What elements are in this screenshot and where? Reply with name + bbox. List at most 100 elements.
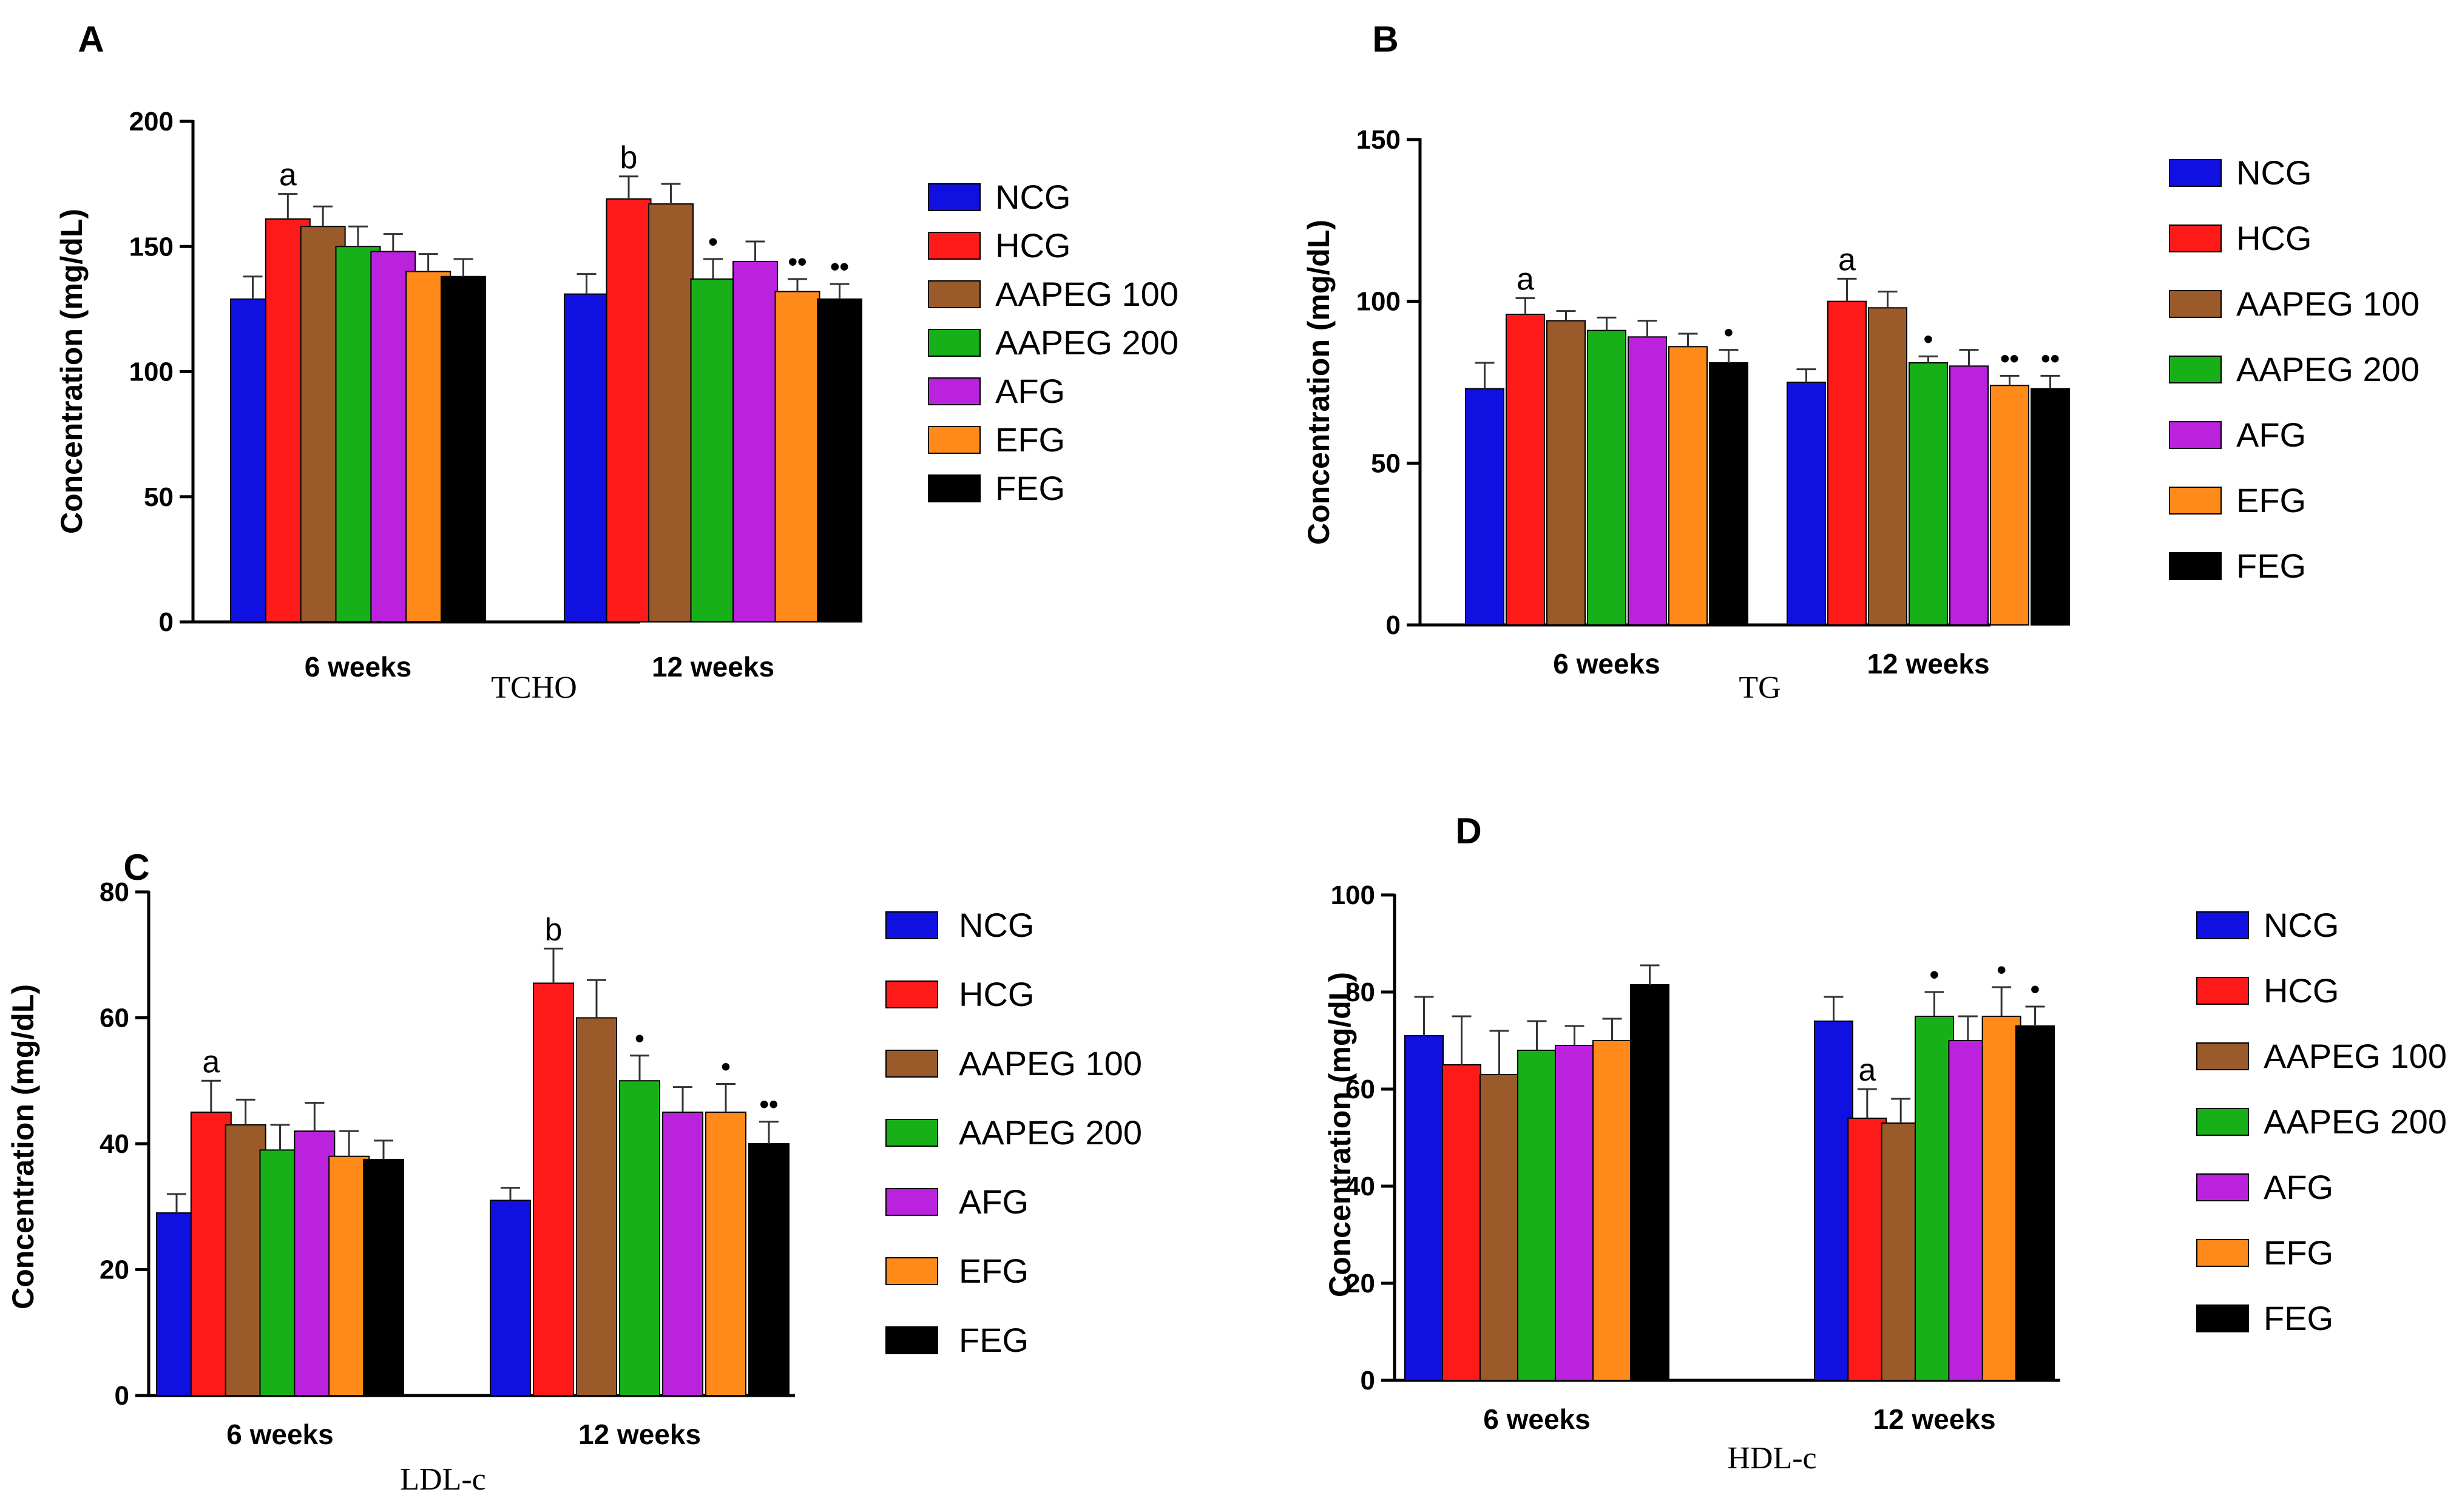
bar (1404, 1035, 1444, 1381)
legend: NCG HCG AAPEG 100 AAPEG 200 AFG EFG FEG (928, 178, 1179, 507)
significance-label: • (2031, 974, 2040, 1004)
legend-label: AAPEG 100 (995, 275, 1179, 313)
legend-swatch (885, 980, 938, 1008)
bar (564, 293, 609, 623)
bar (1909, 362, 1948, 626)
legend-swatch (2169, 159, 2222, 187)
legend-label: AFG (2264, 1168, 2333, 1206)
legend-label: NCG (995, 178, 1070, 216)
significance-label: •• (830, 252, 849, 282)
legend-label: AAPEG 200 (2264, 1102, 2447, 1141)
bar (619, 1080, 660, 1396)
significance-label: • (635, 1024, 644, 1053)
bar (1517, 1050, 1557, 1381)
legend-swatch (2169, 421, 2222, 449)
legend-label: AAPEG 100 (2236, 285, 2420, 323)
legend-label: AAPEG 200 (995, 323, 1179, 362)
legend-swatch (928, 183, 981, 211)
bar (1480, 1074, 1519, 1381)
legend-label: FEG (995, 469, 1065, 507)
legend-label: HCG (2236, 219, 2312, 257)
y-tick-label: 60 (1345, 1075, 1375, 1104)
bar (225, 1124, 266, 1396)
legend-swatch (2169, 552, 2222, 580)
bar (732, 261, 778, 623)
significance-label: •• (2041, 343, 2060, 373)
chart-title: TG (1739, 670, 1781, 705)
legend-swatch (2196, 1304, 2249, 1332)
legend-label: HCG (959, 975, 1034, 1013)
bar (705, 1112, 746, 1396)
chart-panel-a: A 0 50 100 150 200 Concentration (mg/dL) a 6 wee… (55, 19, 1179, 705)
legend-label: NCG (959, 906, 1034, 944)
legend-label: EFG (2264, 1234, 2333, 1272)
chart-panel-b: B 0 50 100 150 Concentration (mg/dL) a • 6 weeks… (1302, 19, 2420, 705)
significance-label: a (279, 158, 297, 193)
panel-letter: B (1372, 19, 1398, 59)
legend-swatch (2169, 487, 2222, 515)
significance-label: a (1838, 242, 1856, 277)
bar (1546, 320, 1586, 626)
x-tick-label: 6 weeks (305, 651, 411, 683)
bar (1915, 1016, 1954, 1381)
legend-swatch (2169, 290, 2222, 318)
x-tick-label: 6 weeks (1553, 648, 1660, 680)
bar (1948, 1040, 1988, 1381)
x-tick-label: 6 weeks (1483, 1403, 1590, 1435)
bar (817, 298, 862, 623)
legend-label: FEG (959, 1321, 1029, 1359)
y-axis-title: Concentration (mg/dL) (1323, 972, 1357, 1297)
y-tick-label: 100 (129, 357, 174, 387)
y-tick-label: 150 (129, 232, 174, 262)
bar (1787, 382, 1826, 626)
bar (606, 198, 652, 623)
legend-swatch (928, 426, 981, 454)
bar (1628, 336, 1667, 626)
chart-title: HDL-c (1727, 1441, 1816, 1476)
y-tick-label: 0 (1361, 1366, 1375, 1396)
legend-label: NCG (2264, 906, 2339, 944)
legend-swatch (928, 232, 981, 260)
significance-label: b (620, 140, 638, 175)
significance-label: • (1724, 318, 1733, 348)
bar (690, 278, 736, 623)
bar (190, 1112, 232, 1396)
bar (1814, 1021, 1853, 1381)
legend-swatch (2169, 356, 2222, 383)
bar (490, 1200, 531, 1396)
bar (648, 203, 694, 623)
bar (259, 1149, 301, 1396)
bar (1881, 1122, 1921, 1381)
legend-label: NCG (2236, 154, 2312, 192)
chart-panel-c: C 0 20 40 60 80 Concentration (mg/dL) a 6 weeks b… (6, 847, 1142, 1497)
bar (1555, 1045, 1594, 1381)
chart-title: LDL-c (400, 1462, 485, 1497)
legend: NCG HCG AAPEG 100 AAPEG 200 AFG EFG FEG (885, 906, 1142, 1359)
bar (1868, 307, 1907, 626)
y-tick-label: 20 (100, 1255, 129, 1285)
legend: NCG HCG AAPEG 100 AAPEG 200 AFG EFG FEG (2169, 154, 2420, 585)
legend-swatch (2196, 1042, 2249, 1070)
significance-label: •• (760, 1090, 779, 1119)
legend-label: HCG (995, 226, 1070, 265)
x-tick-label: 6 weeks (226, 1419, 333, 1450)
bar (1442, 1064, 1481, 1381)
legend-label: AFG (995, 372, 1065, 410)
panel-letter: A (78, 19, 104, 59)
y-axis-title: Concentration (mg/dL) (1302, 220, 1336, 545)
bar (1630, 984, 1669, 1381)
y-tick-label: 40 (100, 1129, 129, 1159)
bar (2015, 1025, 2055, 1381)
significance-label: • (1924, 324, 1933, 354)
significance-label: •• (788, 247, 807, 277)
y-axis-title: Concentration (mg/dL) (55, 209, 89, 534)
legend-swatch (885, 1257, 938, 1285)
legend-swatch (2196, 1239, 2249, 1267)
legend-swatch (928, 474, 981, 502)
y-tick-label: 20 (1345, 1269, 1375, 1298)
y-tick-label: 40 (1345, 1172, 1375, 1201)
legend-swatch (885, 911, 938, 939)
significance-label: a (1517, 262, 1534, 297)
significance-label: • (1997, 955, 2006, 985)
